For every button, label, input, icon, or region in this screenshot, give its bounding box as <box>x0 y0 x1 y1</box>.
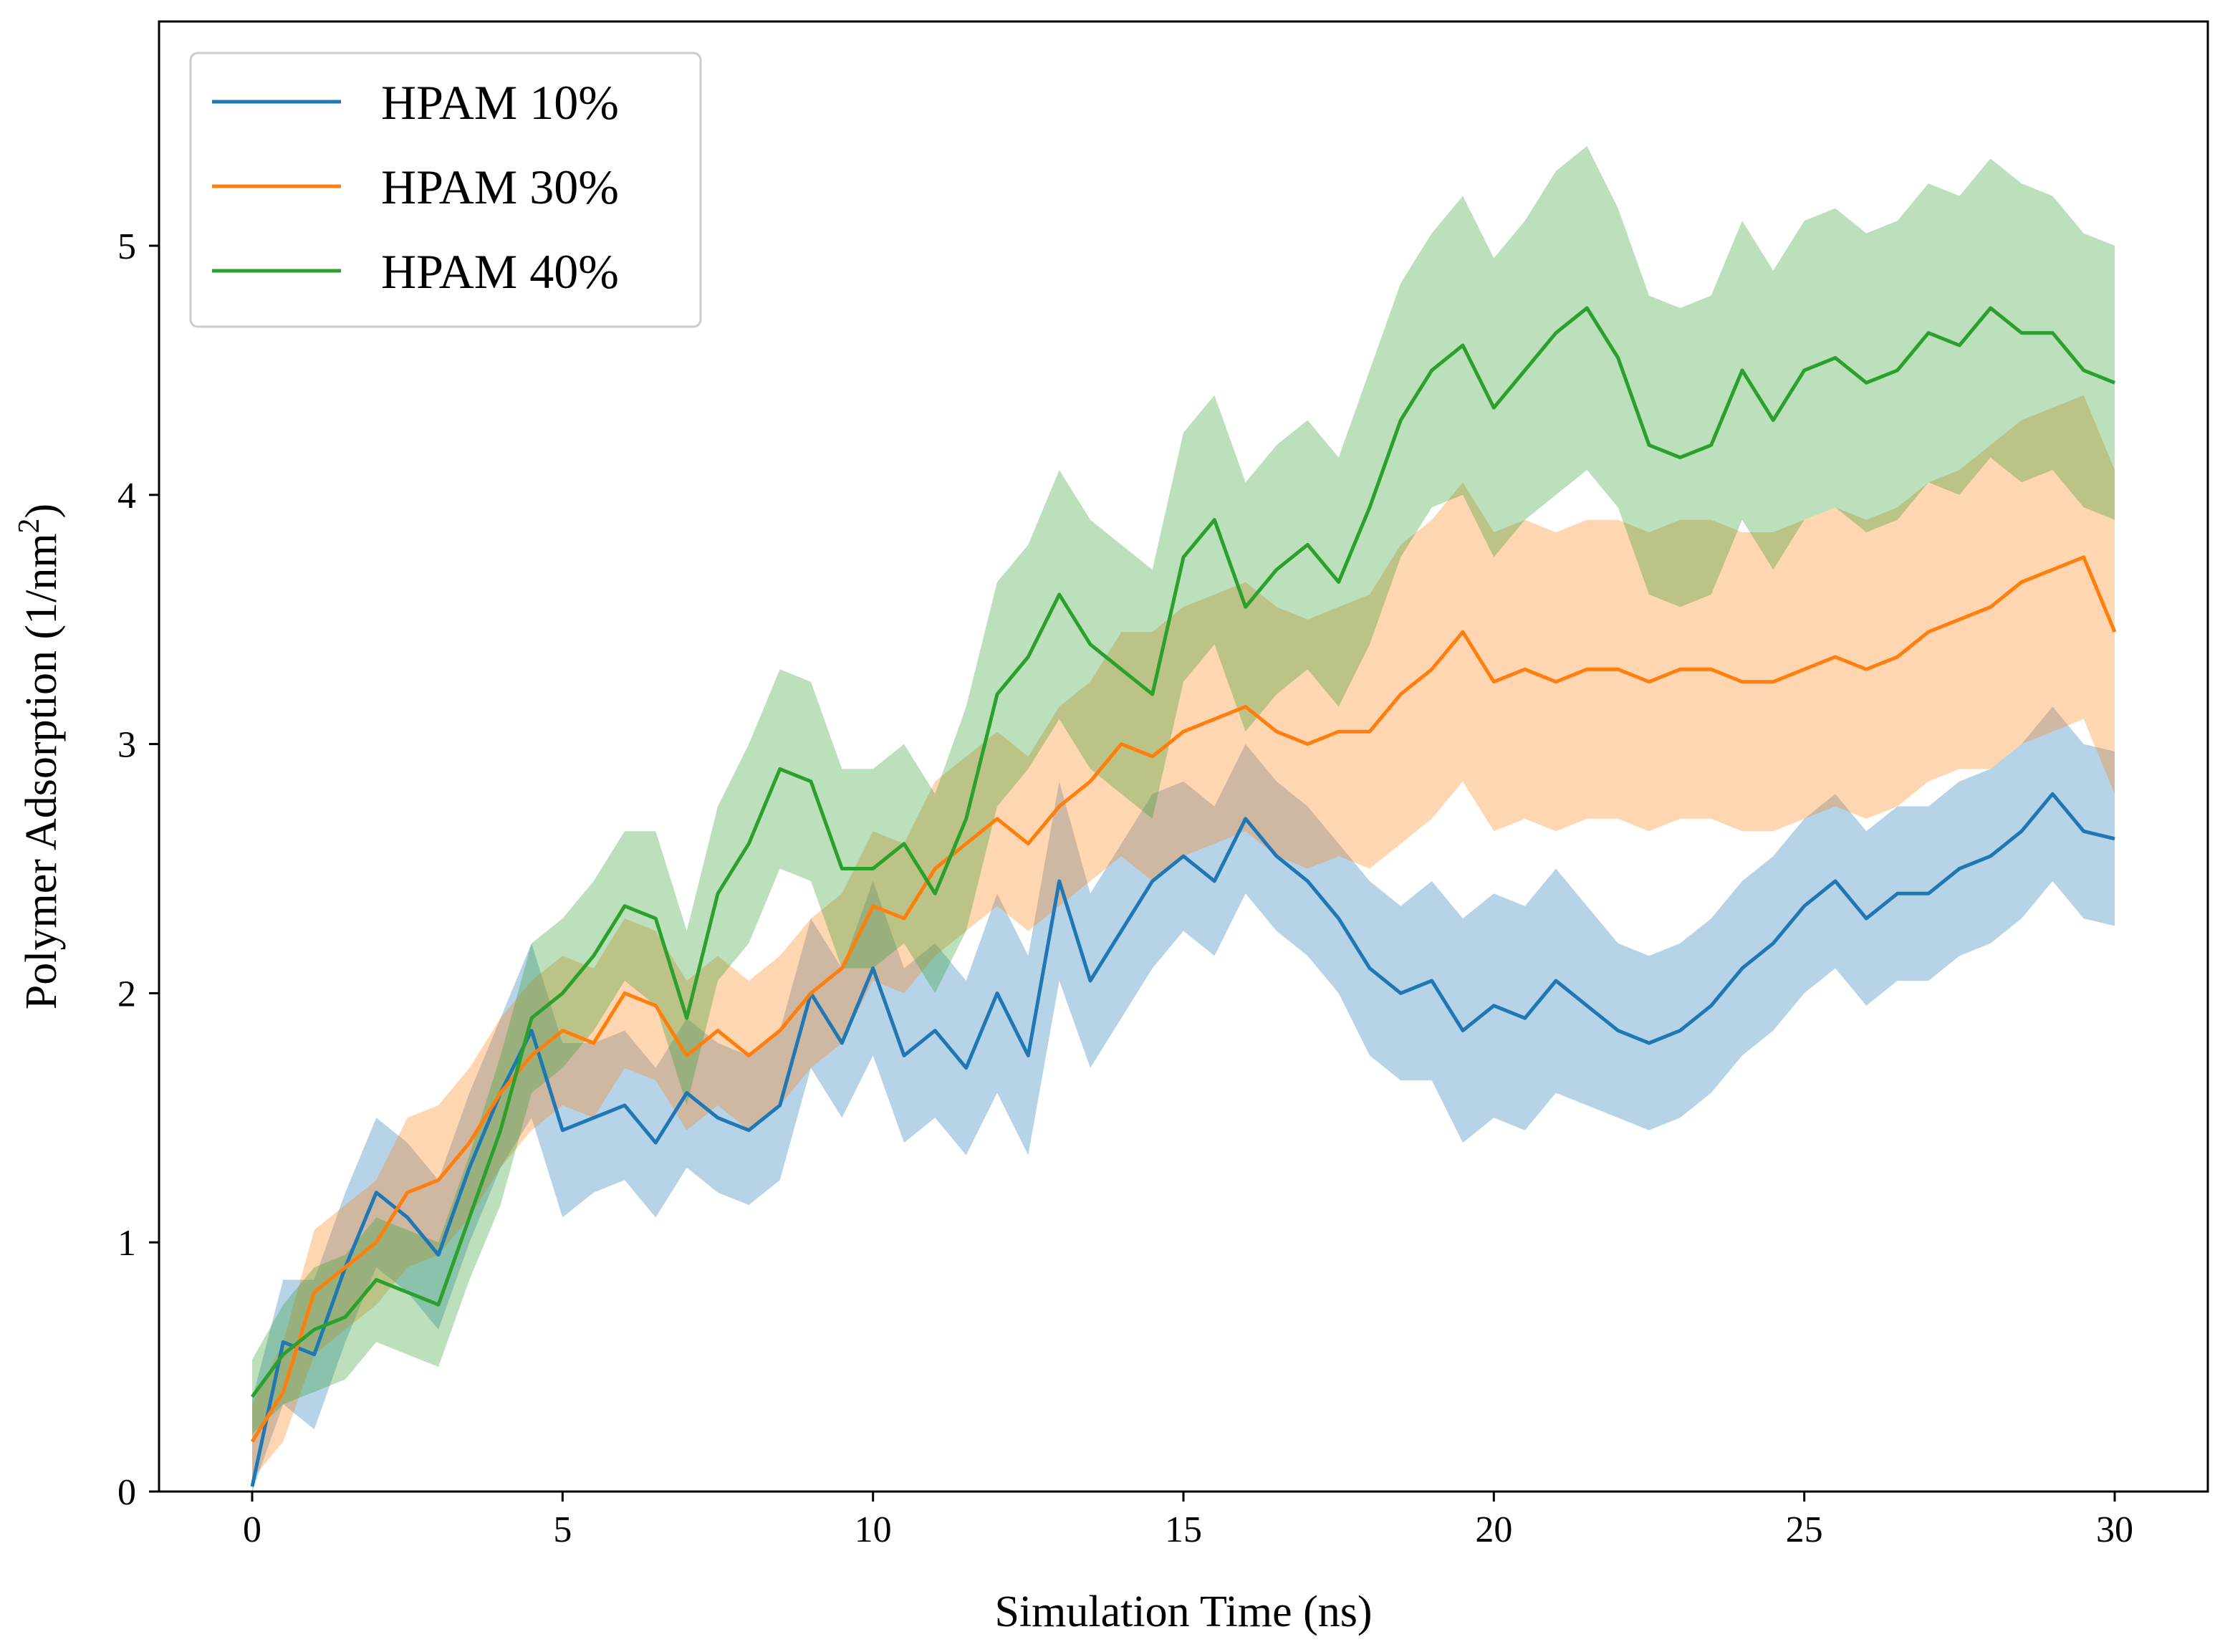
series-lines <box>250 306 2117 1487</box>
band-hpam40 <box>252 145 2115 1434</box>
line-hpam30 <box>250 555 2117 1443</box>
x-axis-label: Simulation Time (ns) <box>994 1588 1372 1636</box>
x-tick-label: 30 <box>2096 1509 2133 1550</box>
legend-label-hpam40: HPAM 40% <box>381 244 619 299</box>
x-tick-label: 10 <box>855 1509 892 1550</box>
x-axis-ticks: 0 5 10 15 20 25 30 <box>243 1492 2133 1550</box>
legend: HPAM 10% HPAM 30% HPAM 40% <box>189 52 702 328</box>
band-hpam30 <box>252 395 2115 1479</box>
x-tick-label: 0 <box>243 1509 261 1550</box>
confidence-bands <box>252 145 2115 1492</box>
y-tick-label: 3 <box>117 725 136 766</box>
y-tick-label: 2 <box>117 974 136 1014</box>
y-axis-label-end: ) <box>17 504 66 519</box>
legend-box <box>189 52 702 328</box>
y-tick-label: 4 <box>117 476 136 517</box>
y-tick-label: 0 <box>117 1472 136 1513</box>
y-axis-ticks: 0 1 2 3 4 5 <box>117 226 159 1513</box>
y-axis-label-main: Polymer Adsorption (1/nm <box>17 533 66 1009</box>
legend-label-hpam30: HPAM 30% <box>381 160 619 214</box>
x-tick-label: 20 <box>1475 1509 1512 1550</box>
y-axis-label-superscript: 2 <box>13 518 46 533</box>
band-hpam10 <box>252 706 2115 1492</box>
x-tick-label: 25 <box>1786 1509 1823 1550</box>
legend-label-hpam10: HPAM 10% <box>381 75 619 130</box>
y-tick-label: 1 <box>117 1223 136 1264</box>
x-tick-label: 5 <box>553 1509 572 1550</box>
x-tick-label: 15 <box>1165 1509 1202 1550</box>
line-hpam10 <box>250 792 2115 1487</box>
y-axis-label: Polymer Adsorption (1/nm2) <box>13 504 66 1009</box>
y-tick-label: 5 <box>117 226 136 267</box>
line-hpam40 <box>250 306 2115 1398</box>
